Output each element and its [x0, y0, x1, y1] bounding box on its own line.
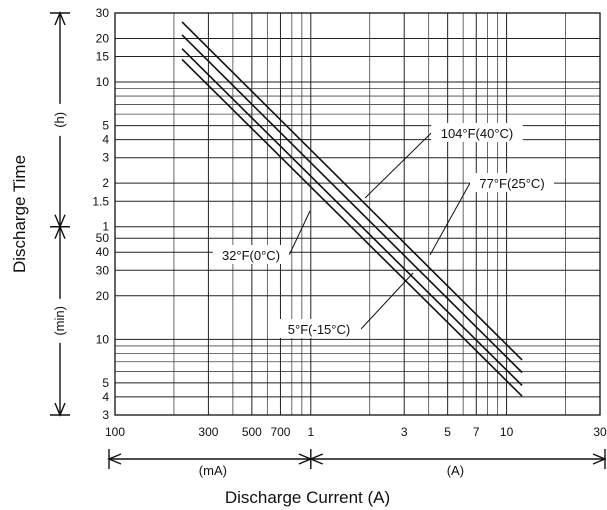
y-tick-label: 20	[96, 289, 110, 303]
callout-bg	[431, 123, 523, 142]
callout-bg	[470, 173, 554, 192]
y-tick-label: 3	[102, 151, 109, 165]
x-tick-label: 3	[401, 425, 408, 439]
series-label: 5°F(-15°C)	[288, 322, 350, 337]
series-layer	[181, 21, 523, 397]
arrowhead-right	[592, 453, 607, 465]
series-line	[181, 58, 523, 397]
series-label: 32°F(0°C)	[222, 248, 280, 263]
y-tick-label: 40	[96, 245, 110, 259]
y-tick-label: 1	[102, 220, 109, 234]
minutes-unit-label: (min)	[52, 306, 67, 336]
series-label: 104°F(40°C)	[441, 126, 514, 141]
arrowhead-up	[54, 224, 66, 240]
callout-bg	[277, 319, 361, 338]
arrowhead-left	[107, 453, 122, 465]
x-tick-label: 5	[444, 425, 451, 439]
y-tick-label: 5	[102, 119, 109, 133]
hours-unit-label: (h)	[52, 112, 67, 128]
callout-bg	[212, 245, 290, 264]
x-tick-label: 30	[593, 425, 607, 439]
y-tick-label: 2	[102, 176, 109, 190]
callout-leader	[288, 210, 311, 256]
x-tick-label: 7	[473, 425, 480, 439]
y-tick-label: 3	[102, 408, 109, 422]
x-tick-label: 100	[105, 425, 125, 439]
series-label: 77°F(25°C)	[479, 176, 544, 191]
callout-leader	[429, 182, 471, 256]
callout-leader	[364, 132, 432, 199]
y-tick-label: 10	[96, 75, 110, 89]
x-tick-label: 1	[307, 425, 314, 439]
unit-bg	[52, 298, 68, 343]
x-tick-label: 300	[198, 425, 218, 439]
arrowhead-left	[308, 453, 324, 465]
callout-leader	[360, 272, 414, 330]
plot-frame	[114, 12, 601, 416]
y-tick-label: 1.5	[92, 194, 109, 208]
series-callouts: 104°F(40°C) 77°F(25°C) 32°F(0°C) 5°F(-15°C)	[212, 123, 554, 338]
milliamp-unit-label: (mA)	[199, 463, 227, 478]
y-tick-label: 4	[102, 390, 109, 404]
y-tick-label: 15	[96, 50, 110, 64]
y-axis-title: Discharge Time	[10, 155, 29, 273]
y-tick-label: 30	[96, 6, 110, 20]
y-tick-label: 5	[102, 376, 109, 390]
x-tick-labels: 100 300 500 700 1 3 5 7 10 30	[105, 425, 607, 439]
unit-bg	[52, 103, 68, 136]
amp-unit-label: (A)	[447, 463, 464, 478]
x-tick-label: 700	[270, 425, 290, 439]
x-tick-label: 10	[500, 425, 514, 439]
y-tick-label: 10	[96, 332, 110, 346]
y-tick-label: 50	[96, 231, 110, 245]
y-tick-label: 30	[96, 263, 110, 277]
series-line	[181, 48, 523, 387]
x-tick-label: 500	[242, 425, 262, 439]
major-grid	[114, 12, 601, 416]
series-line	[181, 21, 523, 361]
y-tick-label: 20	[96, 31, 110, 45]
series-line	[181, 34, 523, 374]
y-tick-label: 4	[102, 133, 109, 147]
annotations: (h) (min) Discharge Time (mA) (A) Discharge C…	[10, 11, 607, 507]
minor-grid	[115, 13, 600, 415]
x-axis-title: Discharge Current (A)	[225, 488, 390, 507]
